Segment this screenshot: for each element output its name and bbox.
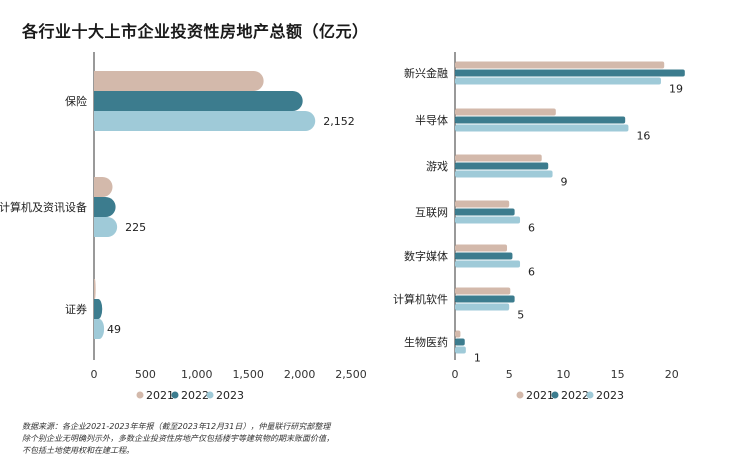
bar-2021 (94, 279, 96, 299)
bar-2022 (455, 252, 513, 260)
legend-label: 2021 (526, 389, 554, 402)
category-label: 游戏 (426, 160, 448, 173)
x-tick-label: 1,500 (232, 368, 264, 381)
data-label: 16 (636, 130, 650, 143)
bar-2023 (455, 124, 629, 132)
category-label: 生物医药 (404, 335, 448, 349)
category-label: 互联网 (415, 206, 448, 219)
x-tick-label: 2,000 (284, 368, 316, 381)
legend-label: 2023 (216, 389, 244, 402)
x-tick-label: 2,500 (335, 368, 367, 381)
bar-2022 (94, 91, 303, 111)
legend-marker-2023 (586, 391, 594, 399)
legend-marker-2021 (136, 391, 144, 399)
category-label: 数字媒体 (404, 249, 448, 263)
bar-2023 (455, 170, 553, 178)
footnote-line: 除个别企业无明确列示外，多数企业投资性房地产仅包括楼宇等建筑物的期末账面价值， (22, 434, 334, 443)
legend-label: 2022 (561, 389, 589, 402)
x-tick-label: 1,000 (181, 368, 213, 381)
legend-label: 2021 (146, 389, 174, 402)
bar-2021 (455, 108, 556, 116)
bar-2023 (94, 319, 105, 339)
data-label: 9 (561, 176, 568, 189)
bar-2022 (455, 295, 515, 303)
bar-2021 (94, 71, 264, 91)
bar-2022 (94, 197, 116, 217)
page-title: 各行业十大上市企业投资性房地产总额（亿元） (22, 22, 369, 41)
bar-2022 (455, 162, 549, 170)
bar-2021 (455, 154, 542, 162)
bar-2023 (455, 77, 661, 85)
category-label: 计算机软件 (393, 292, 448, 306)
data-label: 6 (528, 222, 535, 235)
data-label: 19 (669, 83, 683, 96)
category-label: 计算机及资讯设备 (0, 200, 87, 214)
x-tick-label: 20 (665, 368, 679, 381)
bar-2023 (94, 217, 118, 237)
legend-marker-2021 (516, 391, 524, 399)
x-tick-label: 15 (611, 368, 625, 381)
footnote-line: 数据来源：各企业2021-2023年年报（截至2023年12月31日），仲量联行… (22, 422, 331, 431)
bar-2022 (455, 69, 685, 77)
bar-2021 (455, 200, 510, 208)
data-label: 225 (125, 221, 146, 234)
bar-2021 (455, 287, 511, 295)
x-tick-label: 10 (556, 368, 570, 381)
bar-2021 (455, 244, 508, 252)
bar-2021 (94, 177, 113, 197)
data-label: 49 (107, 323, 121, 336)
legend-label: 2022 (181, 389, 209, 402)
category-label: 新兴金融 (404, 66, 448, 80)
bar-2022 (455, 208, 515, 216)
bar-2023 (93, 111, 316, 131)
bar-2023 (455, 346, 466, 354)
bar-2023 (455, 303, 510, 311)
footnote-line: 不包括土地使用权和在建工程。 (22, 446, 134, 455)
x-tick-label: 500 (135, 368, 156, 381)
footnote: 数据来源：各企业2021-2023年年报（截至2023年12月31日），仲量联行… (22, 421, 482, 457)
bar-2022 (455, 116, 626, 124)
bar-2021 (455, 61, 665, 69)
bar-2022 (94, 299, 103, 319)
bar-2023 (455, 260, 521, 268)
data-label: 5 (517, 309, 524, 322)
data-label: 2,152 (323, 115, 355, 128)
category-label: 证券 (65, 302, 87, 316)
legend-marker-2023 (206, 391, 214, 399)
bar-2023 (455, 216, 521, 224)
x-tick-label: 5 (506, 368, 513, 381)
x-tick-label: 0 (91, 368, 98, 381)
legend-marker-2022 (551, 391, 559, 399)
legend-label: 2023 (596, 389, 624, 402)
bar-2022 (455, 338, 465, 346)
category-label: 保险 (65, 94, 87, 108)
data-label: 1 (474, 352, 481, 365)
legend-marker-2022 (171, 391, 179, 399)
x-tick-label: 0 (452, 368, 459, 381)
data-label: 6 (528, 266, 535, 279)
bar-2021 (455, 330, 461, 338)
category-label: 半导体 (415, 113, 448, 127)
